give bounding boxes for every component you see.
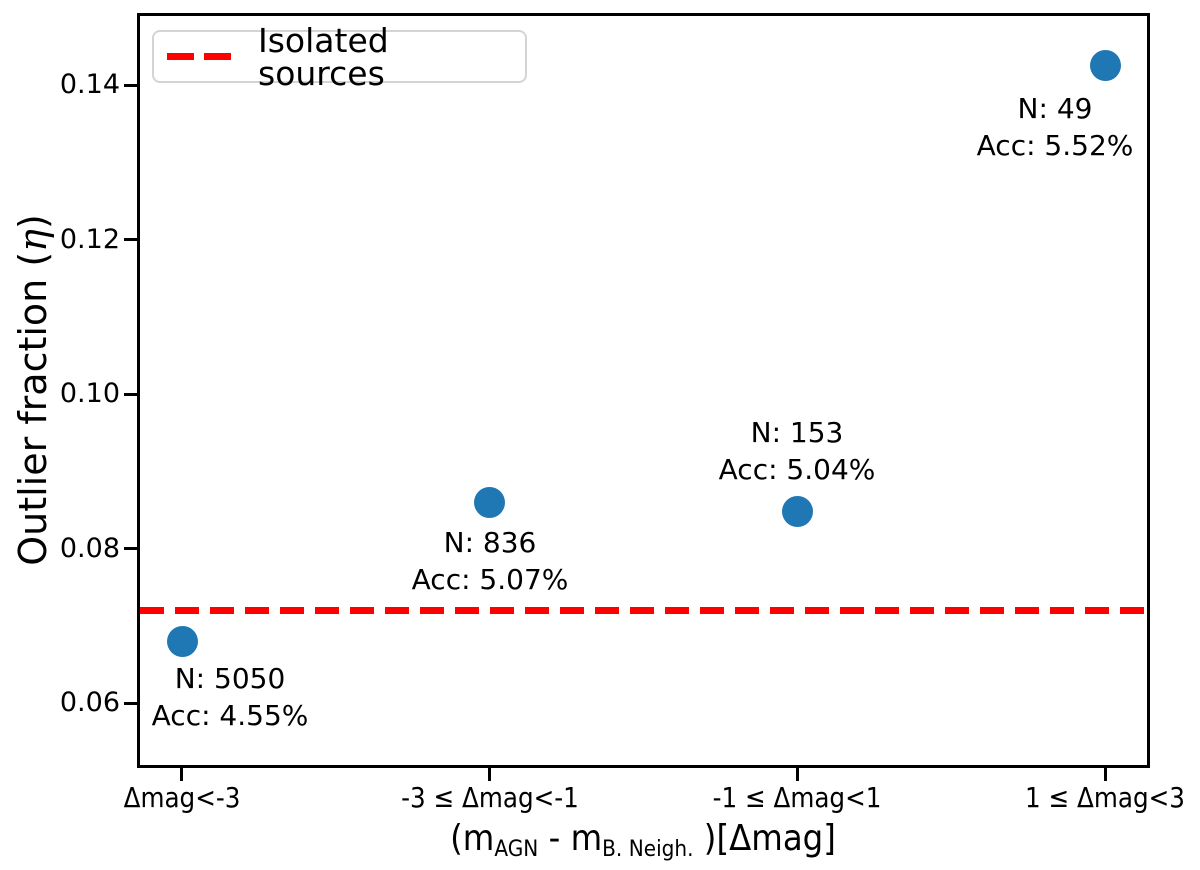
annotation-accuracy: Acc: 5.07% <box>411 563 569 596</box>
x-axis-label-part: (m <box>450 818 495 859</box>
point-annotation: N: 49 Acc: 5.52% <box>977 90 1134 164</box>
y-tick-mark <box>124 702 138 705</box>
y-tick-mark <box>124 393 138 396</box>
y-tick-mark <box>124 547 138 550</box>
annotation-count: N: 836 <box>443 526 537 559</box>
eta-symbol: η <box>11 229 55 252</box>
x-tick-mark <box>488 768 491 781</box>
x-tick-label: -1 ≤ Δmag<1 <box>712 781 882 814</box>
y-axis-label-suffix: ) <box>11 214 55 230</box>
x-axis-label-part: - m <box>538 818 603 859</box>
legend-label: Isolated sources <box>258 20 389 93</box>
y-tick-label: 0.12 <box>59 224 120 255</box>
plot-area <box>137 13 1150 768</box>
dashed-line-icon <box>167 53 231 60</box>
data-point <box>166 625 198 657</box>
y-tick-label: 0.14 <box>59 69 120 100</box>
annotation-accuracy: Acc: 4.55% <box>151 699 309 732</box>
annotation-accuracy: Acc: 5.52% <box>976 129 1134 162</box>
y-tick-label: 0.08 <box>59 533 120 564</box>
y-axis-label: Outlier fraction (η) <box>11 214 55 566</box>
x-tick-label: 1 ≤ Δmag<3 <box>1025 781 1185 814</box>
legend: Isolated sources <box>152 24 527 90</box>
y-tick-mark <box>124 238 138 241</box>
annotation-accuracy: Acc: 5.04% <box>718 453 876 486</box>
subscript-agn: AGN <box>494 836 539 863</box>
reference-line <box>140 606 1150 614</box>
annotation-count: N: 49 <box>1017 92 1093 125</box>
point-annotation: N: 5050 Acc: 4.55% <box>152 660 309 734</box>
x-tick-label: -3 ≤ Δmag<-1 <box>401 781 579 814</box>
annotation-count: N: 153 <box>750 416 844 449</box>
x-tick-mark <box>1104 768 1107 781</box>
y-tick-mark <box>124 84 138 87</box>
x-tick-mark <box>796 768 799 781</box>
data-point <box>1089 50 1121 82</box>
data-point <box>781 495 813 527</box>
x-axis-label: (mAGN - mB. Neigh. )[Δmag] <box>328 818 958 863</box>
x-tick-mark <box>180 768 183 781</box>
point-annotation: N: 153 Acc: 5.04% <box>719 414 876 488</box>
data-point <box>474 486 506 518</box>
y-tick-label: 0.06 <box>59 687 120 718</box>
subscript-brightest-neighbour: B. Neigh. <box>602 836 694 863</box>
y-tick-label: 0.10 <box>59 378 120 409</box>
x-tick-label: Δmag<-3 <box>123 781 241 814</box>
point-annotation: N: 836 Acc: 5.07% <box>412 524 569 598</box>
annotation-count: N: 5050 <box>174 662 286 695</box>
y-axis-label-text: Outlier fraction ( <box>11 251 55 566</box>
x-axis-label-part: )[Δmag] <box>693 818 836 859</box>
